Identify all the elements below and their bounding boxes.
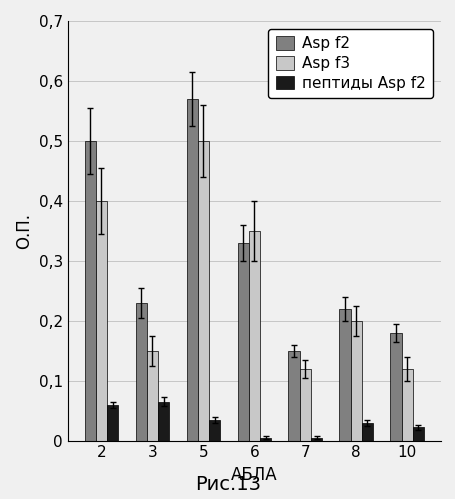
Bar bbox=[412, 428, 423, 441]
Bar bbox=[310, 438, 321, 441]
Text: Рис.13: Рис.13 bbox=[195, 475, 260, 494]
Bar bbox=[248, 231, 259, 441]
Legend: Asp f2, Asp f3, пептиды Asp f2: Asp f2, Asp f3, пептиды Asp f2 bbox=[268, 28, 432, 98]
Bar bbox=[259, 438, 271, 441]
Bar bbox=[85, 141, 96, 441]
X-axis label: АБЛА: АБЛА bbox=[231, 466, 277, 484]
Bar bbox=[288, 351, 299, 441]
Bar bbox=[208, 420, 220, 441]
Bar bbox=[237, 243, 248, 441]
Bar bbox=[147, 351, 158, 441]
Bar bbox=[339, 309, 350, 441]
Bar bbox=[135, 303, 147, 441]
Bar bbox=[96, 201, 107, 441]
Bar bbox=[158, 402, 169, 441]
Bar bbox=[107, 405, 118, 441]
Bar bbox=[361, 423, 372, 441]
Bar bbox=[401, 369, 412, 441]
Bar bbox=[299, 369, 310, 441]
Bar bbox=[350, 321, 361, 441]
Bar bbox=[197, 141, 208, 441]
Bar bbox=[389, 333, 401, 441]
Y-axis label: О.П.: О.П. bbox=[15, 213, 33, 249]
Bar bbox=[186, 99, 197, 441]
